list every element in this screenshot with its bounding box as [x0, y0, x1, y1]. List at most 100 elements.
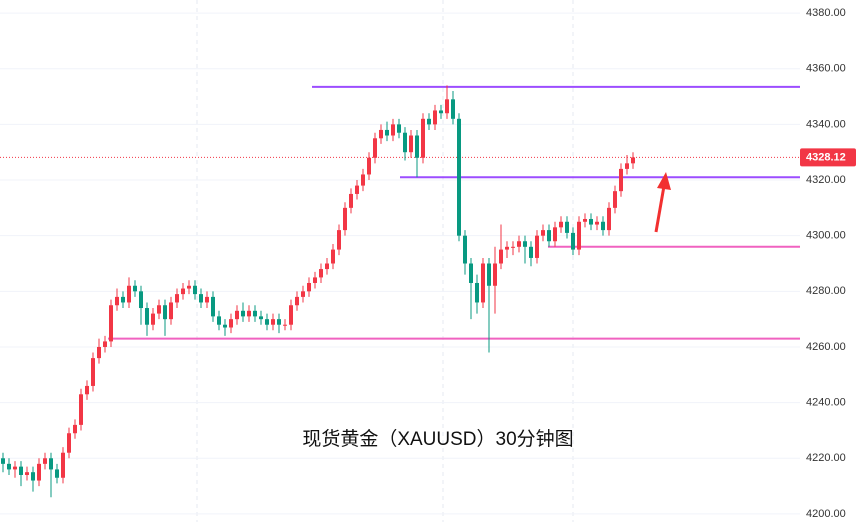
y-tick-label: 4320.00: [806, 174, 846, 186]
candle-body: [601, 221, 605, 231]
candle-body: [289, 305, 293, 325]
candle-body: [439, 110, 443, 114]
candle-body: [277, 319, 281, 325]
candle-body: [37, 463, 41, 481]
candle-body: [13, 466, 17, 470]
candle-body: [451, 99, 455, 119]
y-tick-label: 4280.00: [806, 285, 846, 297]
candle-body: [139, 291, 143, 309]
candle-body: [151, 313, 155, 325]
annotation: 现货黄金（XAUUSD）30分钟图: [302, 428, 573, 450]
candle-body: [373, 138, 377, 158]
candle-body: [7, 463, 11, 470]
candle-body: [325, 263, 329, 270]
y-tick-label: 4300.00: [806, 230, 846, 242]
candle-body: [307, 282, 311, 292]
candle-body: [133, 285, 137, 292]
y-tick-label: 4360.00: [806, 63, 846, 75]
candle-body: [511, 246, 515, 248]
candle-body: [349, 193, 353, 208]
candle-body: [367, 157, 371, 175]
candle-body: [499, 249, 503, 264]
y-tick-label: 4200.00: [806, 508, 846, 520]
candle-body: [571, 232, 575, 250]
y-tick-label: 4240.00: [806, 397, 846, 409]
candle-body: [421, 118, 425, 158]
arrow-head: [657, 172, 671, 190]
candle-body: [247, 310, 251, 317]
candle-body: [193, 285, 197, 295]
y-tick-label: 4260.00: [806, 341, 846, 353]
candle-body: [283, 324, 287, 326]
candle-body: [223, 324, 227, 328]
candle-body: [337, 230, 341, 250]
candle-body: [49, 458, 53, 470]
candle-body: [529, 246, 533, 258]
candle-body: [319, 269, 323, 278]
candle-body: [505, 246, 509, 250]
candle-body: [115, 296, 119, 306]
candle-body: [379, 129, 383, 139]
candle-body: [61, 452, 65, 478]
candle-body: [127, 285, 131, 303]
candle-body: [613, 191, 617, 208]
candle-body: [85, 385, 89, 395]
candle-body: [541, 230, 545, 236]
y-tick-label: 4340.00: [806, 118, 846, 130]
candle-body: [259, 316, 263, 320]
candle-body: [559, 221, 563, 228]
candle-body: [313, 277, 317, 283]
candle-body: [265, 319, 269, 325]
candle-body: [433, 110, 437, 125]
candle-body: [415, 135, 419, 158]
candle-body: [475, 282, 479, 303]
candle-body: [55, 469, 59, 478]
candle-body: [181, 288, 185, 295]
candle-body: [97, 346, 101, 359]
candle-body: [409, 135, 413, 153]
candle-body: [121, 296, 125, 303]
candle-body: [595, 221, 599, 225]
candle-body: [229, 319, 233, 328]
candle-body: [217, 316, 221, 325]
candle-body: [607, 207, 611, 231]
candle-body: [157, 305, 161, 314]
candle-body: [583, 218, 587, 222]
y-tick-label: 4380.00: [806, 7, 846, 19]
candle-body: [235, 310, 239, 320]
candle-body: [1, 458, 5, 464]
candle-body: [241, 310, 245, 317]
candle-body: [427, 118, 431, 125]
candle-body: [301, 291, 305, 297]
candle-body: [589, 218, 593, 225]
levels: [0, 85, 800, 340]
candle-body: [457, 118, 461, 236]
candle-body: [103, 341, 107, 347]
time-grid: [196, 0, 574, 522]
candle-body: [271, 319, 275, 325]
candle-body: [517, 241, 521, 247]
candle-body: [631, 157, 635, 164]
candle-body: [211, 296, 215, 317]
candle-body: [493, 263, 497, 286]
candle-body: [331, 249, 335, 264]
candle-body: [547, 230, 551, 242]
price-axis: 4200.00 4220.00 4240.00 4260.00 4280.00 4300.…: [800, 7, 856, 520]
candles: [1, 85, 635, 498]
candle-body: [553, 227, 557, 242]
candle-body: [25, 472, 29, 475]
candle-body: [43, 458, 47, 464]
candle-body: [577, 221, 581, 250]
last-price-label: 4328.12: [806, 151, 846, 163]
candle-body: [469, 263, 473, 283]
candle-body: [343, 207, 347, 231]
candle-body: [535, 235, 539, 258]
candle-body: [295, 296, 299, 306]
candle-body: [67, 433, 71, 453]
candle-body: [205, 296, 209, 303]
candle-body: [91, 358, 95, 386]
candle-body: [253, 310, 257, 317]
candle-body: [355, 185, 359, 194]
candle-body: [487, 263, 491, 286]
